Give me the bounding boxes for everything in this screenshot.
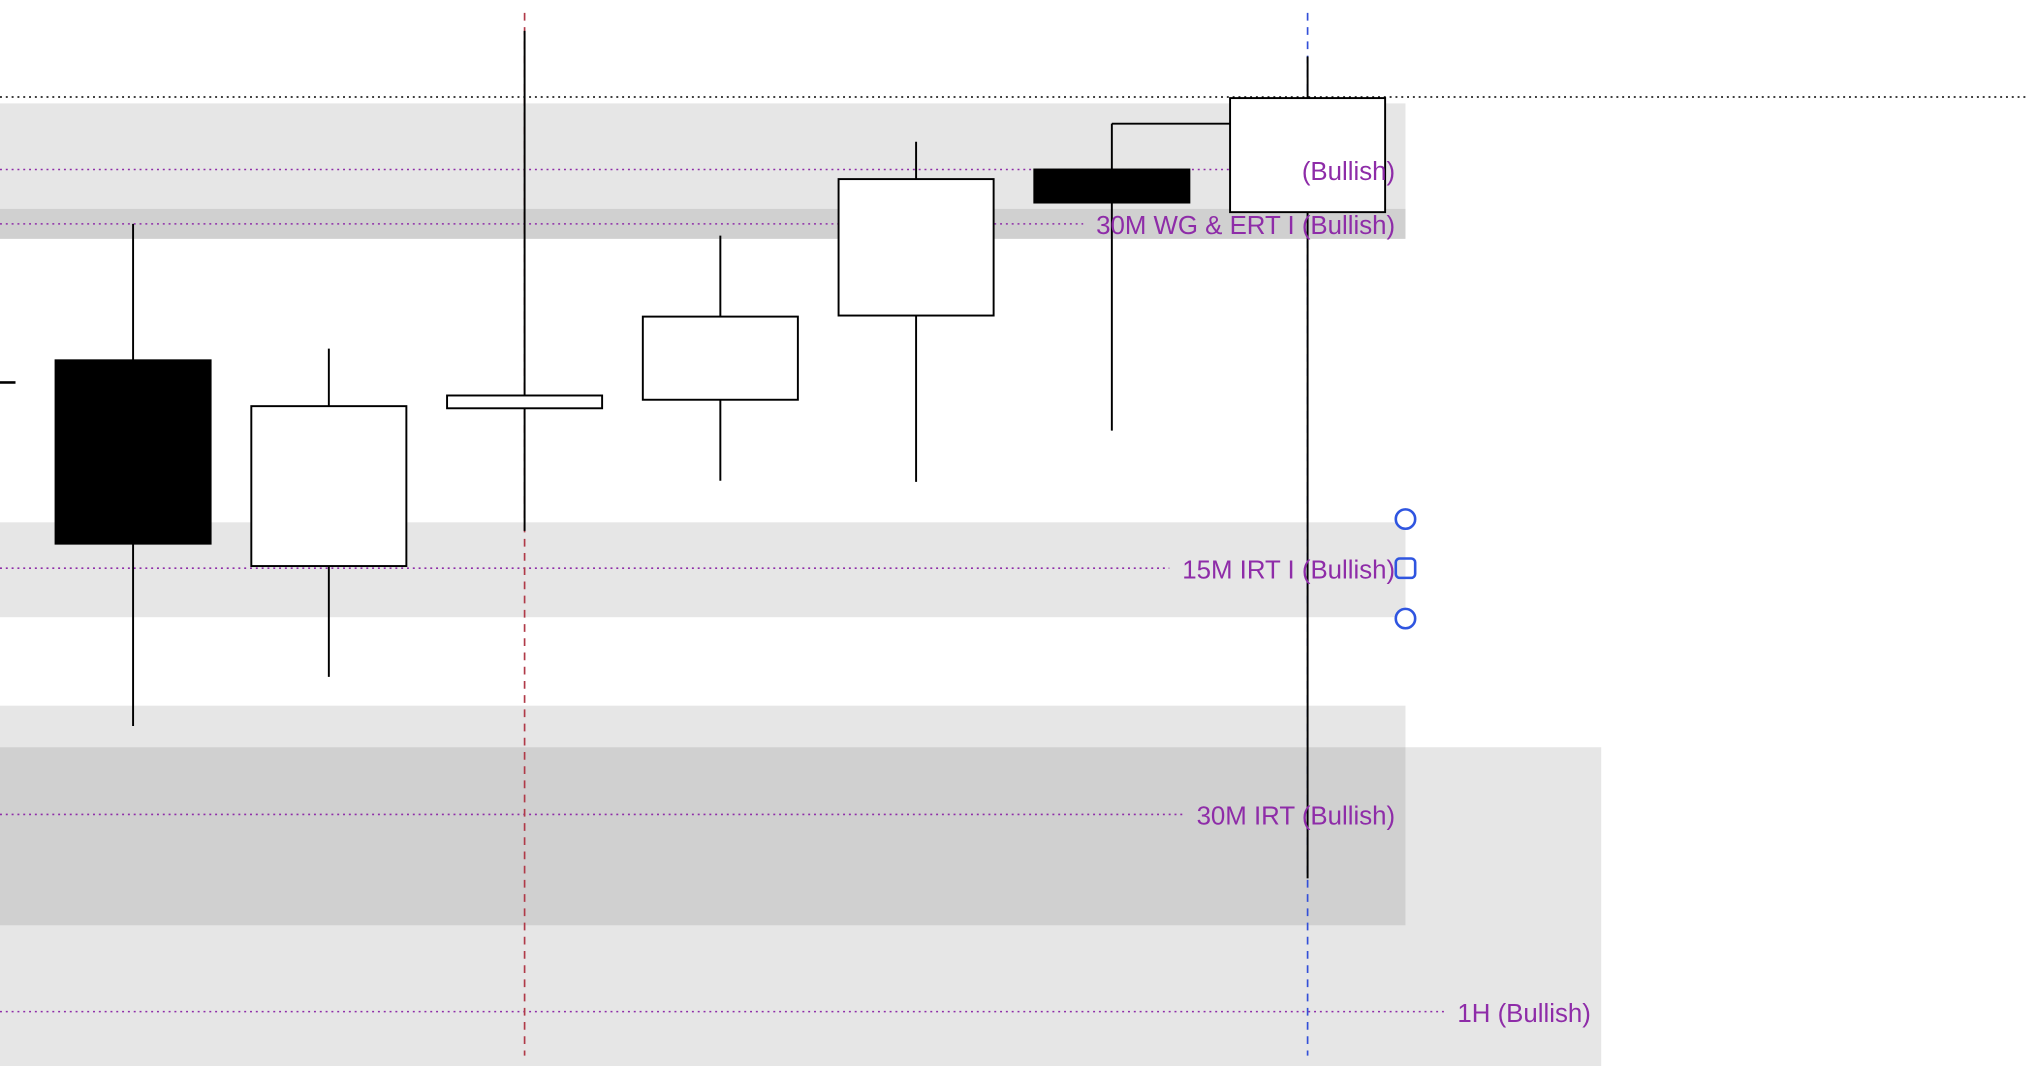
bullish-candle: [250, 405, 408, 568]
bullish-candle: [641, 315, 799, 401]
bearish-candle: [1033, 168, 1191, 204]
resize-handle-icon[interactable]: [1394, 607, 1417, 630]
level-label: 1H (Bullish): [1457, 1000, 1590, 1028]
resize-handle-icon[interactable]: [1394, 508, 1417, 531]
labels-layer: (Bullish) 30M WG & ERT I (Bullish) 15M IRT…: [1096, 158, 1591, 1028]
bullish-candle: [837, 178, 995, 317]
zone-rect: [0, 747, 1406, 926]
move-handle-icon[interactable]: [1394, 557, 1417, 580]
candles-layer: [0, 30, 1387, 879]
bullish-candle: [1229, 97, 1387, 214]
level-label: 15M IRT I (Bullish): [1182, 557, 1395, 585]
handles-layer: [1394, 508, 1417, 630]
level-label: 30M IRT (Bullish): [1197, 803, 1396, 831]
level-label: (Bullish): [1302, 158, 1395, 186]
bearish-candle: [54, 359, 212, 545]
zone-rect: [0, 522, 1406, 618]
zones-layer: [0, 103, 1602, 1066]
level-label: 30M WG & ERT I (Bullish): [1096, 212, 1395, 240]
bullish-candle: [446, 394, 604, 410]
